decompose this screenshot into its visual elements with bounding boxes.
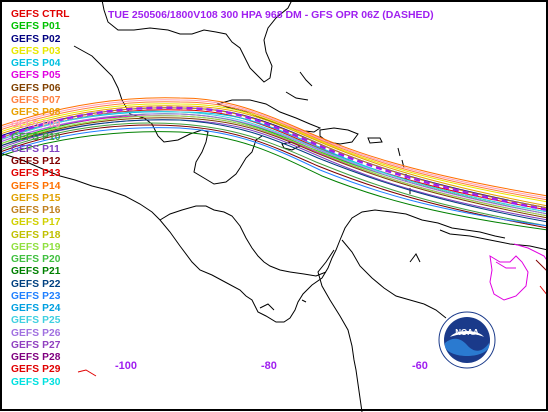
lon-label-100: -100 xyxy=(115,360,138,372)
legend-item: GEFS P06 xyxy=(11,82,61,94)
legend-item: GEFS P18 xyxy=(11,229,61,241)
legend-item: GEFS P17 xyxy=(11,217,61,229)
legend-item: GEFS P21 xyxy=(11,266,61,278)
legend-item: GEFS P03 xyxy=(11,45,61,57)
legend-item: GEFS P26 xyxy=(11,327,61,339)
legend-item: GEFS P12 xyxy=(11,156,61,167)
chart-title: TUE 250506/1800V108 300 HPA 968 DM - GFS… xyxy=(108,9,434,21)
noaa-logo: NOAA xyxy=(438,311,496,369)
legend-item: GEFS P01 xyxy=(11,21,61,33)
legend-item: GEFS P08 xyxy=(11,107,61,118)
legend-item: GEFS P28 xyxy=(11,352,61,363)
legend-item: GEFS P23 xyxy=(11,290,61,302)
legend-item: GEFS P09 xyxy=(11,119,61,131)
legend-item: GEFS P22 xyxy=(11,278,61,290)
height-contours xyxy=(0,97,548,377)
legend-item: GEFS P11 xyxy=(11,143,60,155)
legend-item: GEFS P24 xyxy=(11,303,61,314)
legend-item: GEFS P29 xyxy=(11,364,61,376)
legend-item: GEFS CTRL xyxy=(11,9,70,20)
legend-item: GEFS P14 xyxy=(11,180,61,192)
lon-label-80: -80 xyxy=(261,360,277,372)
legend-item: GEFS P05 xyxy=(11,70,61,82)
legend-item: GEFS P16 xyxy=(11,205,61,216)
legend-item: GEFS P13 xyxy=(11,168,61,180)
noaa-logo-text: NOAA xyxy=(455,328,479,337)
legend-item: GEFS P30 xyxy=(11,376,61,388)
legend-item: GEFS P27 xyxy=(11,339,61,351)
ensemble-legend: GEFS CTRL GEFS P01 GEFS P02 GEFS P03 GEFS P0… xyxy=(11,9,70,389)
lon-label-60: -60 xyxy=(412,360,428,372)
legend-item: GEFS P04 xyxy=(11,58,61,69)
legend-item: GEFS P02 xyxy=(11,33,61,45)
legend-item: GEFS P07 xyxy=(11,94,61,106)
legend-item: GEFS P10 xyxy=(11,131,61,143)
legend-item: GEFS P20 xyxy=(11,254,61,265)
legend-item: GEFS P15 xyxy=(11,192,61,204)
legend-item: GEFS P25 xyxy=(11,315,61,327)
legend-item: GEFS P19 xyxy=(11,241,61,253)
